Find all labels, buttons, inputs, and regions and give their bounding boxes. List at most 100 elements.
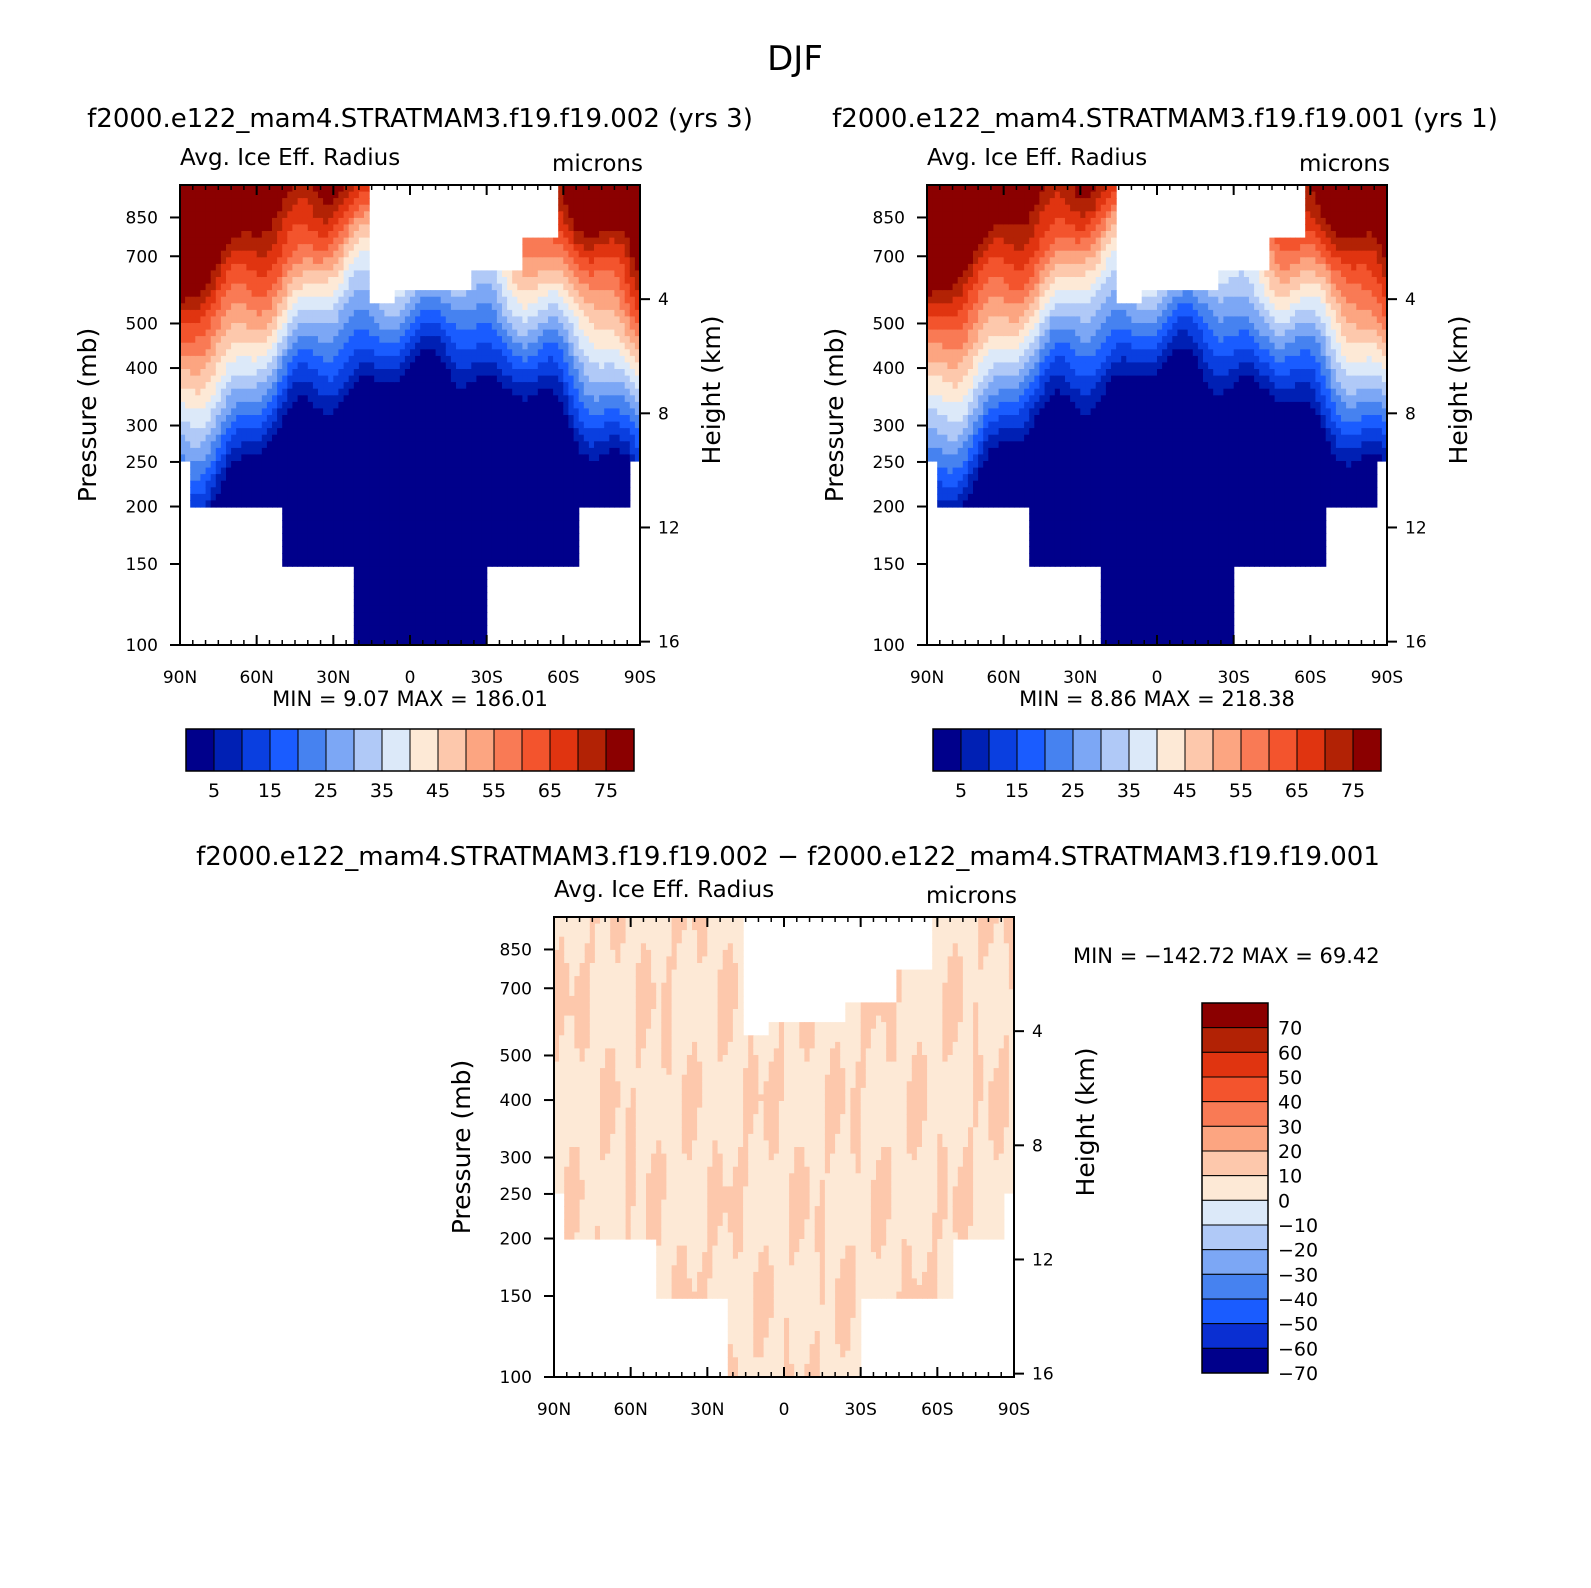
field-cell [563, 185, 569, 193]
field-cell [190, 487, 196, 495]
field-cell [522, 421, 529, 429]
field-cell [246, 415, 253, 423]
field-cell [410, 605, 416, 613]
field-cell [425, 349, 431, 357]
field-cell [599, 336, 605, 344]
field-cell [527, 546, 534, 554]
field-cell [619, 329, 626, 337]
field-cell [302, 257, 309, 265]
field-cell [445, 487, 452, 495]
field-cell [369, 585, 375, 594]
field-cell [302, 447, 309, 456]
field-cell [215, 198, 222, 206]
field-cell [379, 605, 385, 613]
field-cell [190, 237, 196, 245]
field-cell [215, 349, 222, 357]
field-cell [604, 415, 610, 423]
field-cell [553, 480, 559, 488]
field-cell [527, 257, 534, 265]
field-cell [210, 500, 217, 508]
field-cell [297, 316, 304, 324]
field-cell [604, 395, 610, 403]
field-cell [343, 461, 350, 469]
field-cell [231, 211, 237, 219]
panel3-title: f2000.e122_mam4.STRATMAM3.f19.f19.002 − … [196, 842, 1380, 872]
field-cell [318, 204, 324, 212]
field-cell [619, 401, 626, 410]
field-cell [624, 277, 631, 285]
field-cell [343, 388, 350, 396]
field-cell [568, 559, 575, 567]
field-cell [323, 533, 329, 541]
field-cell [369, 513, 375, 521]
field-cell [236, 408, 242, 416]
field-cell [425, 461, 431, 469]
field-cell [594, 270, 600, 278]
field-cell [241, 270, 247, 278]
field-cell [548, 474, 554, 482]
field-cell [205, 349, 212, 357]
field-cell [399, 605, 406, 613]
field-cell [461, 454, 467, 462]
field-cell [573, 388, 580, 396]
field-cell [558, 336, 564, 344]
field-cell [353, 638, 360, 646]
field-cell [507, 480, 513, 488]
field-cell [420, 592, 426, 600]
field-cell [471, 447, 477, 456]
field-cell [364, 546, 370, 554]
field-cell [512, 329, 518, 337]
field-cell [476, 625, 483, 633]
field-cell [318, 388, 324, 396]
field-cell [302, 546, 309, 554]
field-cell [430, 612, 437, 620]
field-cell [215, 428, 222, 436]
field-cell [338, 487, 345, 495]
field-cell [476, 349, 483, 357]
field-cell [430, 572, 437, 580]
field-cell [358, 323, 365, 331]
field-cell [215, 401, 222, 410]
field-cell [231, 375, 237, 383]
field-cell [220, 454, 227, 462]
field-cell [251, 231, 258, 239]
field-cell [307, 185, 314, 193]
field-cell [542, 428, 549, 436]
field-cell [578, 441, 585, 449]
field-cell [486, 520, 493, 528]
field-cell [415, 434, 421, 442]
field-cell [318, 277, 324, 285]
field-cell [215, 434, 222, 442]
field-cell [190, 263, 196, 272]
field-cell [435, 454, 442, 462]
field-cell [573, 401, 580, 410]
field-cell [226, 336, 232, 344]
field-cell [471, 500, 477, 508]
field-cell [307, 198, 314, 206]
field-cell [312, 526, 319, 534]
field-cell [292, 454, 299, 462]
field-cell [338, 533, 345, 541]
field-cell [583, 461, 590, 469]
field-cell [358, 369, 365, 377]
field-cell [415, 513, 421, 521]
field-cell [430, 638, 437, 646]
field-cell [415, 421, 421, 429]
field-cell [353, 375, 360, 383]
field-cell [466, 480, 472, 488]
field-cell [323, 553, 329, 561]
field-cell [190, 408, 196, 416]
field-cell [251, 290, 258, 298]
field-cell [185, 244, 191, 252]
field-cell [624, 461, 631, 469]
field-cell [461, 605, 467, 613]
field-cell [568, 270, 575, 278]
field-cell [404, 539, 411, 548]
field-cell [502, 309, 508, 318]
field-cell [358, 553, 365, 561]
field-cell [425, 428, 431, 436]
field-cell [553, 487, 559, 495]
field-cell [481, 487, 488, 495]
field-cell [481, 447, 488, 456]
field-cell [302, 250, 309, 258]
